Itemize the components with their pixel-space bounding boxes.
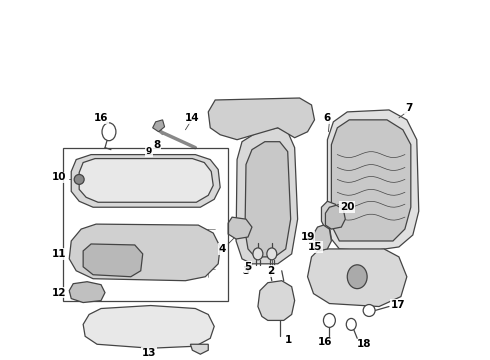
Polygon shape xyxy=(208,98,315,140)
Text: 8: 8 xyxy=(153,140,160,150)
Text: 4: 4 xyxy=(219,244,226,254)
Text: 12: 12 xyxy=(52,288,67,298)
Text: 2: 2 xyxy=(267,266,274,276)
Text: 15: 15 xyxy=(308,242,323,252)
Text: 6: 6 xyxy=(324,113,331,123)
Polygon shape xyxy=(83,244,143,277)
Text: 7: 7 xyxy=(405,103,413,113)
Polygon shape xyxy=(69,224,220,281)
Polygon shape xyxy=(83,306,214,348)
Polygon shape xyxy=(191,344,208,354)
Text: 5: 5 xyxy=(245,262,251,272)
Polygon shape xyxy=(69,282,105,302)
Text: 16: 16 xyxy=(318,337,333,347)
Polygon shape xyxy=(321,201,340,229)
Polygon shape xyxy=(153,120,165,132)
Text: 20: 20 xyxy=(340,202,355,212)
Ellipse shape xyxy=(267,248,277,260)
Text: 17: 17 xyxy=(391,300,406,310)
Polygon shape xyxy=(314,225,331,251)
Polygon shape xyxy=(245,142,291,257)
Text: 19: 19 xyxy=(300,232,315,242)
Text: 14: 14 xyxy=(185,113,200,123)
Ellipse shape xyxy=(74,175,84,184)
Ellipse shape xyxy=(253,248,263,260)
Text: 13: 13 xyxy=(142,348,156,358)
Polygon shape xyxy=(71,154,220,207)
Text: 3: 3 xyxy=(243,266,249,276)
Polygon shape xyxy=(228,217,252,239)
Text: 1: 1 xyxy=(285,335,292,345)
Text: 10: 10 xyxy=(52,172,67,183)
Text: 18: 18 xyxy=(357,339,372,349)
Ellipse shape xyxy=(102,123,116,141)
Bar xyxy=(63,148,228,301)
Polygon shape xyxy=(236,128,297,264)
Polygon shape xyxy=(258,281,294,320)
Ellipse shape xyxy=(363,305,375,316)
Polygon shape xyxy=(325,205,345,229)
Text: 11: 11 xyxy=(52,249,67,259)
Text: 16: 16 xyxy=(94,113,108,123)
Polygon shape xyxy=(331,120,411,241)
Text: 9: 9 xyxy=(146,147,152,156)
Ellipse shape xyxy=(346,319,356,330)
Polygon shape xyxy=(79,158,213,202)
Polygon shape xyxy=(327,110,419,251)
Ellipse shape xyxy=(347,265,367,289)
Ellipse shape xyxy=(323,314,335,327)
Polygon shape xyxy=(308,249,407,306)
